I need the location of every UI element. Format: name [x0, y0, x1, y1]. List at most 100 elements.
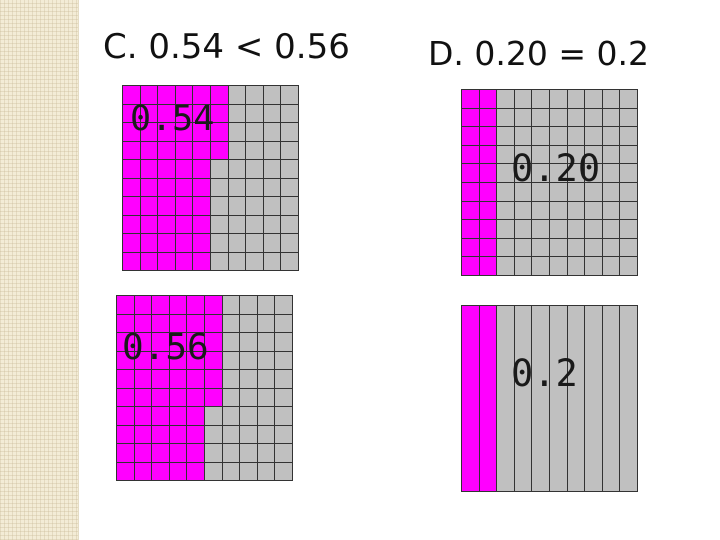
- hundredth-cell: [281, 234, 298, 252]
- hundredth-cell: [193, 123, 210, 141]
- hundredth-cell: [246, 252, 263, 270]
- hundredth-cell: [479, 164, 497, 182]
- hundredth-cell: [462, 183, 479, 201]
- hundredth-cell: [205, 296, 222, 314]
- hundredth-cell: [275, 370, 292, 388]
- hundredth-cell: [134, 388, 152, 406]
- hundredth-cell: [134, 333, 152, 351]
- hundredth-cell: [134, 462, 152, 480]
- tenth-column: [585, 306, 602, 491]
- hundredth-cell: [263, 160, 281, 178]
- hundredth-cell: [211, 86, 228, 104]
- hundredth-cell: [532, 238, 549, 257]
- hundredth-cell: [187, 333, 204, 351]
- hundredth-cell: [140, 86, 158, 104]
- hundredth-cell: [240, 407, 257, 425]
- hundredth-cell: [222, 407, 240, 425]
- hundredth-cell: [175, 252, 193, 270]
- hundredth-cell: [532, 90, 549, 108]
- hundredth-cell: [117, 333, 134, 351]
- hundredth-cell: [550, 108, 567, 127]
- hundredth-cell: [550, 183, 567, 201]
- hundredth-cell: [479, 257, 497, 275]
- hundredth-cell: [152, 388, 169, 406]
- hundredth-cell: [228, 86, 246, 104]
- hundredth-cell: [567, 90, 585, 108]
- hundredth-cell: [532, 145, 549, 164]
- hundredth-cell: [211, 104, 228, 122]
- hundredth-cell: [169, 407, 187, 425]
- hundredth-cell: [462, 90, 479, 108]
- tenth-column: [567, 306, 585, 491]
- hundredth-cell: [602, 127, 620, 145]
- hundredth-cell: [479, 183, 497, 201]
- hundredth-cell: [222, 388, 240, 406]
- hundredth-cell: [175, 123, 193, 141]
- hundredth-cell: [281, 160, 298, 178]
- hundredth-cell: [140, 160, 158, 178]
- hundredth-cell: [497, 127, 514, 145]
- hundredth-cell: [550, 164, 567, 182]
- hundredth-cell: [462, 257, 479, 275]
- hundredth-cell: [140, 104, 158, 122]
- hundredth-cell: [514, 145, 532, 164]
- hundredth-cell: [585, 127, 602, 145]
- hundredth-cell: [140, 123, 158, 141]
- hundredth-cell: [281, 141, 298, 159]
- hundredth-cell: [228, 252, 246, 270]
- hundredth-cell: [246, 160, 263, 178]
- hundredth-cell: [620, 145, 637, 164]
- hundredth-cell: [140, 197, 158, 215]
- hundredth-cell: [567, 183, 585, 201]
- hundredth-cell: [620, 183, 637, 201]
- hundredth-cell: [187, 314, 204, 332]
- hundredth-cell: [281, 123, 298, 141]
- hundredth-cell: [152, 333, 169, 351]
- tenth-column: [497, 306, 514, 491]
- hundredth-cell: [514, 108, 532, 127]
- hundredth-cell: [175, 197, 193, 215]
- hundredth-cell: [462, 164, 479, 182]
- hundredth-cell: [222, 333, 240, 351]
- hundredth-cell: [246, 104, 263, 122]
- hundredth-cell: [479, 201, 497, 220]
- hundredth-cell: [497, 201, 514, 220]
- tenth-column: [514, 306, 532, 491]
- hundredth-cell: [205, 370, 222, 388]
- hundredth-cell: [246, 123, 263, 141]
- hundredth-cell: [275, 425, 292, 443]
- hundredth-cell: [117, 351, 134, 369]
- hundredth-cell: [187, 351, 204, 369]
- hundredth-cell: [462, 127, 479, 145]
- hundredth-cell: [462, 201, 479, 220]
- hundredth-cell: [123, 215, 140, 233]
- hundredth-cell: [193, 252, 210, 270]
- hundredth-cell: [152, 351, 169, 369]
- hundredth-cell: [514, 90, 532, 108]
- hundredth-cell: [134, 314, 152, 332]
- hundredth-cell: [257, 425, 275, 443]
- hundredth-cell: [550, 238, 567, 257]
- hundredth-cell: [240, 388, 257, 406]
- hundredth-cell: [158, 123, 175, 141]
- hundredth-cell: [152, 407, 169, 425]
- hundredth-cell: [134, 370, 152, 388]
- hundredth-cell: [211, 215, 228, 233]
- hundredth-cell: [240, 351, 257, 369]
- hundredth-cell: [117, 388, 134, 406]
- hundredth-cell: [567, 257, 585, 275]
- hundredth-cell: [585, 220, 602, 238]
- hundredth-cell: [187, 462, 204, 480]
- hundredth-cell: [175, 86, 193, 104]
- hundredth-cell: [497, 164, 514, 182]
- hundredth-cell: [123, 178, 140, 196]
- hundredth-cell: [169, 444, 187, 462]
- tenths-grid-02: [461, 305, 638, 492]
- hundredth-cell: [275, 296, 292, 314]
- hundredth-cell: [275, 314, 292, 332]
- tenth-column: [462, 306, 479, 491]
- hundredth-cell: [169, 388, 187, 406]
- hundredth-cell: [257, 351, 275, 369]
- hundredth-cell: [550, 257, 567, 275]
- hundredth-cell: [175, 234, 193, 252]
